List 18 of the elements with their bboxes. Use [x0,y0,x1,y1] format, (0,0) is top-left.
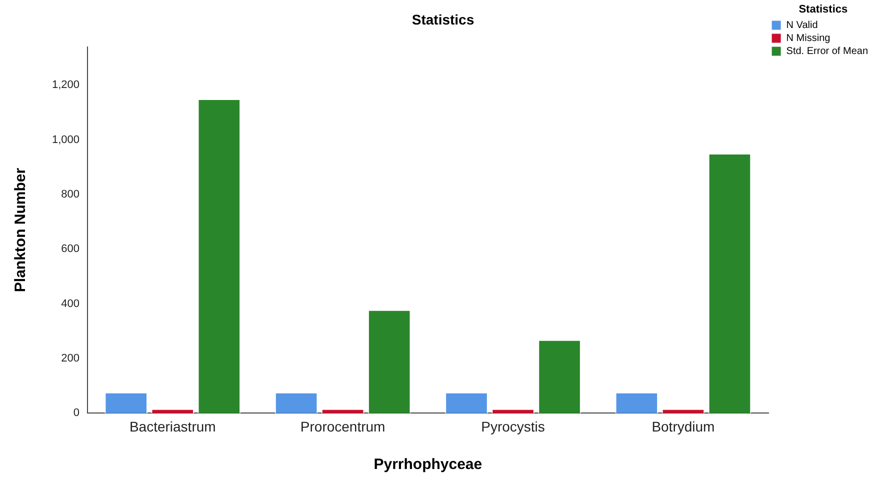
legend-label: Std. Error of Mean [786,46,868,57]
y-tick-label: 1,200 [52,79,80,92]
y-tick-label: 400 [61,298,80,310]
y-tick-label: 0 [73,407,80,420]
x-axis-title: Pyrrhophyceae [374,456,482,474]
legend-title: Statistics [798,4,848,16]
y-axis-title: Plankton Number [12,168,30,292]
chart-title: Statistics [412,11,474,28]
x-tick-label: Pyrocystis [481,418,545,434]
x-tick-label: Botrydium [652,418,715,434]
y-tick-label: 600 [61,243,80,256]
y-tick-label: 800 [61,188,80,200]
x-tick-label: Prorocentrum [300,418,386,434]
y-tick-label: 200 [61,352,80,365]
legend-label: N Missing [786,32,830,44]
y-tick-label: 1,000 [52,134,80,146]
x-tick-label: Bacteriastrum [129,418,216,434]
legend-label: N Valid [786,20,818,31]
